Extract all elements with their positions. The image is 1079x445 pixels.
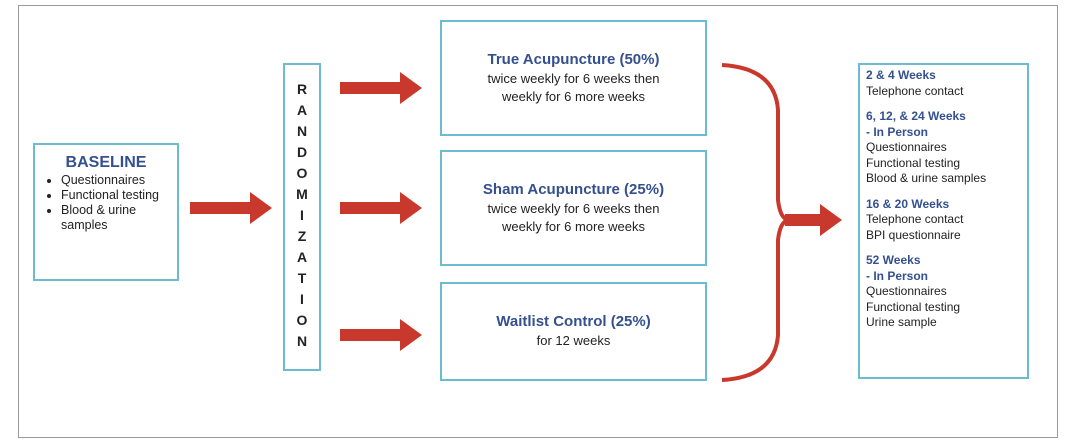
followup-heading: 6, 12, & 24 Weeks bbox=[866, 109, 966, 123]
followup-section: 2 & 4 Weeks Telephone contact bbox=[866, 68, 1021, 99]
arrow bbox=[340, 72, 422, 104]
followup-section: 16 & 20 Weeks Telephone contact BPI questi… bbox=[866, 197, 1021, 244]
followup-heading: 16 & 20 Weeks bbox=[866, 196, 950, 211]
arm-title: Waitlist Control (25%) bbox=[496, 313, 651, 330]
baseline-title: BASELINE bbox=[65, 154, 147, 171]
arrow bbox=[340, 192, 422, 224]
arm-line: for 12 weeks bbox=[536, 333, 611, 348]
arrow bbox=[785, 204, 842, 236]
arm-box: True Acupuncture (50%) twice weekly for 6… bbox=[440, 20, 707, 136]
followup-item: BPI questionnaire bbox=[866, 227, 961, 242]
arm-line: twice weekly for 6 weeks then bbox=[487, 200, 660, 216]
followup-heading: - In Person bbox=[866, 124, 929, 139]
followup-item: Telephone contact bbox=[866, 83, 964, 98]
arrow bbox=[340, 319, 422, 351]
frame bbox=[18, 5, 1058, 438]
randomization-label: RANDOMIZATION bbox=[294, 80, 310, 354]
followup-section: 6, 12, & 24 Weeks - In Person Questionnair… bbox=[866, 109, 1021, 187]
arm-title: Sham Acupuncture (25%) bbox=[482, 180, 665, 198]
followup-heading: 52 Weeks bbox=[866, 253, 921, 267]
arm-line: weekly for 6 more weeks bbox=[501, 88, 646, 104]
arrows bbox=[190, 72, 842, 351]
baseline-item: Blood & urine samples bbox=[61, 203, 171, 233]
followup-heading: 2 & 4 Weeks bbox=[866, 68, 936, 82]
followup-item: Questionnaires bbox=[866, 140, 947, 154]
followup-item: Blood & urine samples bbox=[866, 171, 987, 185]
baseline-item: Questionnaires bbox=[61, 173, 171, 188]
arm-line: twice weekly for 6 weeks then bbox=[487, 70, 660, 86]
followup-item: Questionnaires bbox=[866, 284, 947, 298]
arm-box: Sham Acupuncture (25%) twice weekly for 6… bbox=[440, 150, 707, 266]
followup-section: 52 Weeks - In Person Questionnaires Functio… bbox=[866, 253, 1021, 331]
followup-box: 2 & 4 Weeks Telephone contact 6, 12, & 24 … bbox=[858, 63, 1029, 379]
baseline-item: Functional testing bbox=[61, 188, 171, 203]
followup-item: Functional testing bbox=[866, 155, 961, 170]
followup-item: Functional testing bbox=[866, 299, 961, 314]
arrow bbox=[190, 192, 272, 224]
arm-line: weekly for 6 more weeks bbox=[501, 218, 646, 234]
brace bbox=[721, 63, 789, 382]
followup-heading: - In Person bbox=[866, 268, 929, 283]
randomization-box: RANDOMIZATION bbox=[283, 63, 321, 371]
followup-item: Telephone contact bbox=[866, 212, 964, 226]
arm-title: True Acupuncture (50%) bbox=[487, 50, 660, 68]
followup-item: Urine sample bbox=[866, 315, 937, 329]
arm-box: Waitlist Control (25%) for 12 weeks bbox=[440, 282, 707, 381]
